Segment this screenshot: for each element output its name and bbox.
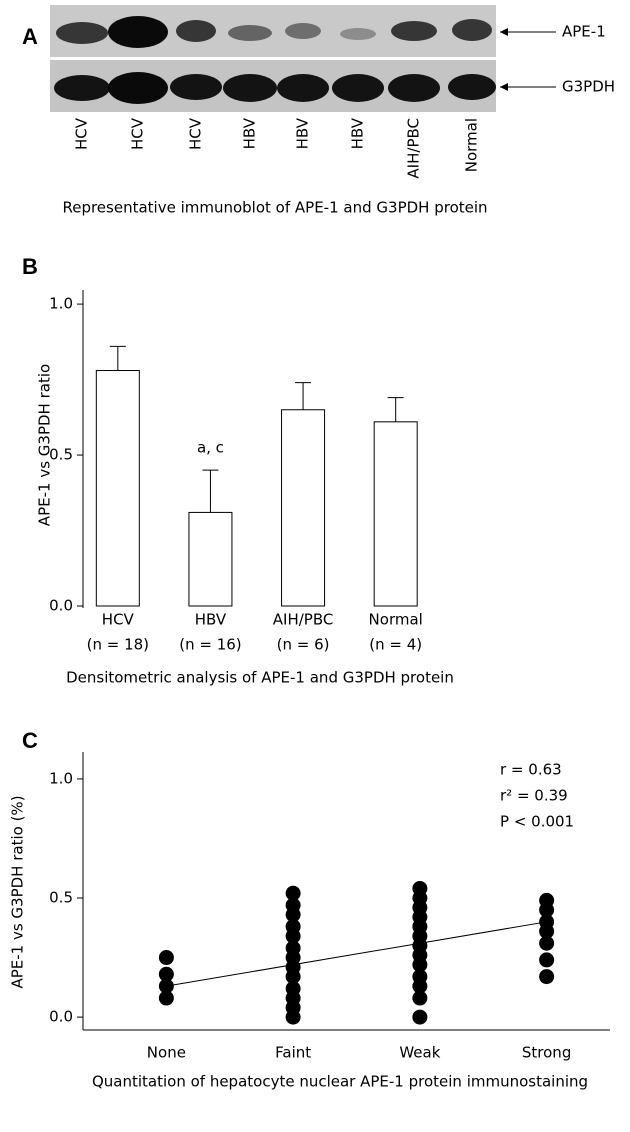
- lane-label: HCV: [187, 117, 205, 150]
- point: [412, 978, 428, 994]
- y-tick-label: 0.0: [49, 1008, 73, 1026]
- y-axis-title: APE-1 vs G3PDH ratio (%): [9, 795, 27, 988]
- x-axis-title: Quantitation of hepatocyte nuclear APE-1…: [92, 1073, 588, 1091]
- x-tick-label: Strong: [522, 1044, 571, 1062]
- lane-label: HBV: [241, 117, 259, 149]
- band: [340, 28, 376, 40]
- bar: [188, 511, 233, 607]
- caption: Densitometric analysis of APE-1 and G3PD…: [66, 669, 454, 687]
- x-tick-label: Faint: [275, 1044, 311, 1062]
- band: [54, 75, 110, 101]
- error-bar: [387, 397, 404, 422]
- y-tick-label: 1.0: [49, 295, 73, 313]
- band: [56, 22, 108, 44]
- blot-strips: [50, 5, 496, 112]
- band: [228, 25, 272, 41]
- point: [285, 1009, 301, 1025]
- point: [285, 885, 301, 901]
- band: [332, 74, 384, 102]
- band: [223, 74, 277, 102]
- point: [158, 966, 174, 982]
- error-bar: [109, 345, 126, 371]
- band: [108, 16, 168, 48]
- point: [158, 990, 174, 1006]
- arrow-head: [500, 83, 508, 91]
- band: [176, 20, 216, 42]
- y-tick-label: 0.5: [49, 446, 73, 464]
- lane-label: AIH/PBC: [405, 118, 423, 179]
- caption: Representative immunoblot of APE-1 and G…: [62, 199, 487, 217]
- arrow-head: [500, 28, 508, 36]
- band: [108, 72, 168, 104]
- band: [391, 21, 437, 41]
- band-label: APE-1: [562, 23, 606, 41]
- sample-label: (n = 4): [369, 636, 422, 654]
- lane-labels: HCV HCV HCV HBV HBV HBV AIH/PBC Normal: [73, 117, 481, 178]
- x-tick-label: AIH/PBC: [273, 611, 334, 629]
- point: [158, 950, 174, 966]
- bar: [281, 409, 326, 607]
- band-label: G3PDH: [562, 78, 615, 96]
- bar: [373, 421, 418, 607]
- band: [388, 74, 440, 102]
- point: [539, 902, 555, 918]
- y-tick-label: 1.0: [49, 769, 73, 787]
- sample-label: (n = 6): [277, 636, 330, 654]
- lane-label: Normal: [463, 118, 481, 172]
- band: [285, 23, 321, 39]
- annotation: r = 0.63: [500, 761, 562, 779]
- point: [412, 990, 428, 1006]
- band: [452, 19, 492, 41]
- annotation: r² = 0.39: [500, 787, 568, 805]
- error-bar: [202, 469, 219, 513]
- bar: [95, 370, 140, 607]
- trend-line: [166, 921, 547, 987]
- band: [277, 74, 329, 102]
- point: [539, 923, 555, 939]
- panel-label: C: [22, 728, 38, 753]
- lane-label: HBV: [349, 117, 367, 149]
- lane-label: HCV: [73, 117, 91, 150]
- point: [539, 935, 555, 951]
- point: [285, 907, 301, 923]
- y-axis-title: APE-1 vs G3PDH ratio: [36, 364, 54, 526]
- x-tick-label: HCV: [102, 611, 135, 629]
- error-bar: [295, 382, 312, 410]
- lane-label: HBV: [294, 117, 312, 149]
- sample-label: (n = 16): [179, 636, 241, 654]
- x-tick-label: HBV: [195, 611, 227, 629]
- lane-label: HCV: [129, 117, 147, 150]
- y-tick-label: 0.0: [49, 597, 73, 615]
- significance-note: a, c: [197, 439, 224, 457]
- point: [285, 969, 301, 985]
- point: [539, 952, 555, 968]
- sample-label: (n = 18): [87, 636, 149, 654]
- point: [412, 1009, 428, 1025]
- x-tick-label: Normal: [369, 611, 423, 629]
- y-tick-label: 0.5: [49, 889, 73, 907]
- panel-label: B: [22, 254, 38, 279]
- point: [285, 928, 301, 944]
- x-tick-label: None: [147, 1044, 186, 1062]
- point: [539, 969, 555, 985]
- point: [412, 957, 428, 973]
- band: [170, 74, 222, 100]
- band: [448, 74, 496, 100]
- annotation: P < 0.001: [500, 813, 574, 831]
- panel-label: A: [22, 24, 38, 49]
- x-tick-label: Weak: [399, 1044, 440, 1062]
